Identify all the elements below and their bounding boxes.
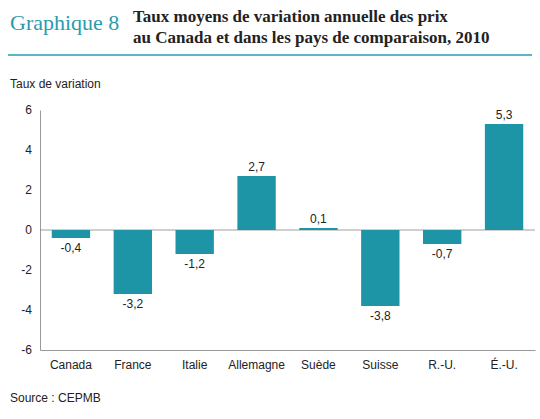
y-tick: 6 — [25, 103, 40, 117]
x-tick-label: É.-U. — [490, 357, 517, 372]
y-tick-label: 4 — [25, 143, 32, 157]
data-label: -3,2 — [122, 297, 143, 311]
y-tick: 2 — [25, 183, 40, 197]
y-axis: -6 -4 -2 0 2 4 6 — [21, 103, 40, 357]
x-tick-label: Suisse — [362, 358, 398, 372]
header-rule — [8, 54, 532, 56]
bar — [361, 230, 399, 306]
bar — [485, 124, 523, 230]
y-tick: -2 — [21, 263, 40, 277]
x-tick-label: France — [114, 358, 152, 372]
chart: Graphique 8 Taux moyens de variation annu… — [0, 0, 540, 419]
data-label: -0,7 — [432, 247, 453, 261]
y-tick-label: 6 — [25, 103, 32, 117]
x-tick-label: Suède — [301, 358, 336, 372]
data-label: 5,3 — [496, 108, 513, 122]
x-axis: Canada France Italie Allemagne Suède Suisse R.… — [41, 350, 536, 372]
bar — [52, 230, 90, 238]
x-tick: Italie — [182, 350, 208, 372]
x-tick: Suède — [301, 350, 336, 372]
y-tick-label: 0 — [25, 223, 32, 237]
x-tick: R.-U. — [428, 350, 456, 372]
title: Taux moyens de variation annuelle des pr… — [133, 7, 448, 26]
x-axis-line — [41, 350, 536, 351]
x-tick: Allemagne — [228, 350, 285, 372]
y-axis-title: Taux de variation — [10, 77, 101, 91]
x-tick-label: R.-U. — [428, 358, 456, 372]
x-tick: Suisse — [362, 350, 398, 372]
title: au Canada et dans les pays de comparaiso… — [133, 28, 490, 47]
bar — [237, 176, 275, 230]
y-tick: -4 — [21, 303, 40, 317]
data-label: -0,4 — [61, 241, 82, 255]
y-tick: 4 — [25, 143, 40, 157]
data-label: 2,7 — [248, 160, 265, 174]
y-tick-label: 2 — [25, 183, 32, 197]
y-tick: 0 — [25, 223, 40, 237]
bar — [176, 230, 214, 254]
x-tick: France — [114, 350, 152, 372]
y-axis-line — [40, 111, 41, 351]
data-label: 0,1 — [310, 212, 327, 226]
source: Source : CEPMB — [10, 391, 101, 405]
x-tick: Canada — [50, 350, 92, 372]
x-tick-label: Canada — [50, 358, 92, 372]
bar — [423, 230, 461, 244]
x-tick-label: Allemagne — [228, 358, 285, 372]
y-tick-label: -6 — [21, 343, 32, 357]
data-label: -3,8 — [370, 309, 391, 323]
figure-label: Graphique 8 — [10, 10, 119, 35]
bar — [114, 230, 152, 294]
bars — [52, 124, 523, 306]
data-label: -1,2 — [184, 257, 205, 271]
x-tick: É.-U. — [490, 350, 517, 372]
x-tick-label: Italie — [182, 358, 208, 372]
y-tick-label: -4 — [21, 303, 32, 317]
y-tick-label: -2 — [21, 263, 32, 277]
data-labels: -0,4 -3,2 -1,2 2,7 0,1 -3,8 -0,7 5,3 — [61, 108, 513, 323]
y-tick: -6 — [21, 343, 40, 357]
bar — [299, 228, 337, 230]
